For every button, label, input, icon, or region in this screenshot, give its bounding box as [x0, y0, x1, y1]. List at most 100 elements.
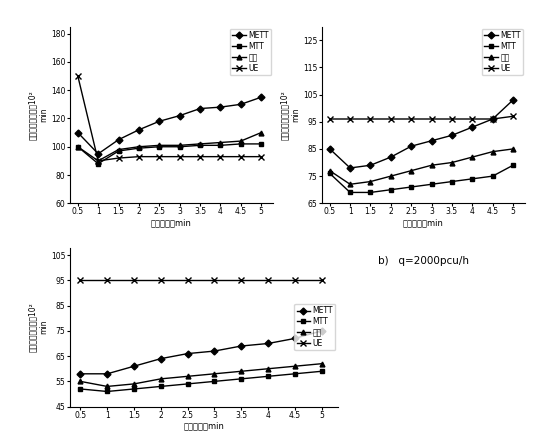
METT	[95, 151, 101, 156]
METT	[318, 328, 325, 334]
仿真	[115, 147, 122, 152]
UE	[258, 154, 264, 159]
MTT	[449, 179, 455, 184]
Legend: METT, MTT, 仿真, UE: METT, MTT, 仿真, UE	[482, 29, 523, 75]
UE	[184, 278, 191, 283]
仿真	[95, 158, 101, 164]
MTT	[211, 379, 218, 384]
仿真	[197, 141, 203, 147]
MTT	[326, 171, 333, 176]
仿真	[156, 143, 162, 148]
Line: METT: METT	[78, 328, 324, 376]
MTT	[156, 144, 162, 149]
仿真	[238, 369, 244, 374]
METT	[367, 163, 374, 168]
METT	[104, 371, 110, 377]
UE	[136, 154, 142, 159]
METT	[258, 95, 264, 100]
MTT	[265, 373, 271, 379]
Line: 仿真: 仿真	[327, 146, 516, 187]
仿真	[469, 154, 475, 160]
UE	[217, 154, 224, 159]
METT	[408, 144, 414, 149]
仿真	[258, 130, 264, 135]
MTT	[158, 384, 164, 389]
UE	[318, 278, 325, 283]
METT	[136, 127, 142, 133]
仿真	[184, 373, 191, 379]
Y-axis label: 系统总旅行时间／10²
min: 系统总旅行时间／10² min	[28, 90, 48, 140]
MTT	[184, 381, 191, 387]
仿真	[489, 149, 496, 154]
X-axis label: 信号周期／min: 信号周期／min	[403, 218, 444, 227]
METT	[131, 364, 137, 369]
UE	[428, 116, 435, 122]
Line: UE: UE	[75, 73, 264, 164]
UE	[238, 278, 244, 283]
MTT	[197, 143, 203, 148]
UE	[388, 116, 394, 122]
MTT	[510, 163, 516, 168]
Line: UE: UE	[327, 114, 516, 122]
仿真	[510, 146, 516, 152]
MTT	[77, 386, 84, 392]
仿真	[428, 163, 435, 168]
MTT	[238, 376, 244, 381]
METT	[489, 116, 496, 122]
仿真	[176, 143, 183, 148]
UE	[95, 158, 101, 164]
仿真	[237, 138, 244, 144]
MTT	[217, 143, 224, 148]
METT	[347, 165, 353, 171]
UE	[347, 116, 353, 122]
MTT	[115, 149, 122, 154]
Text: a)q=2500pcu/h: a)q=2500pcu/h	[131, 256, 212, 267]
Line: MTT: MTT	[327, 163, 516, 195]
MTT	[347, 190, 353, 195]
METT	[184, 351, 191, 356]
仿真	[211, 371, 218, 377]
METT	[211, 348, 218, 354]
Line: METT: METT	[327, 98, 516, 170]
METT	[156, 118, 162, 124]
METT	[77, 371, 84, 377]
MTT	[292, 371, 298, 377]
MTT	[176, 144, 183, 149]
仿真	[158, 376, 164, 381]
METT	[449, 133, 455, 138]
Y-axis label: 系统总旅行时间／10²
min: 系统总旅行时间／10² min	[280, 90, 300, 140]
仿真	[347, 182, 353, 187]
UE	[292, 278, 298, 283]
仿真	[217, 140, 224, 145]
仿真	[326, 168, 333, 173]
仿真	[367, 179, 374, 184]
METT	[237, 102, 244, 107]
UE	[77, 278, 84, 283]
METT	[217, 104, 224, 110]
MTT	[469, 176, 475, 182]
Line: UE: UE	[78, 278, 324, 283]
UE	[265, 278, 271, 283]
METT	[176, 113, 183, 118]
METT	[428, 138, 435, 143]
UE	[469, 116, 475, 122]
MTT	[237, 141, 244, 147]
Y-axis label: 系统总旅行时间／10²
min: 系统总旅行时间／10² min	[28, 302, 48, 352]
UE	[367, 116, 374, 122]
UE	[158, 278, 164, 283]
UE	[176, 154, 183, 159]
METT	[469, 125, 475, 130]
MTT	[136, 145, 142, 151]
Text: b)   q=2000pcu/h: b) q=2000pcu/h	[378, 256, 469, 267]
MTT	[388, 187, 394, 192]
METT	[158, 356, 164, 361]
UE	[131, 278, 137, 283]
仿真	[136, 144, 142, 149]
UE	[449, 116, 455, 122]
UE	[197, 154, 203, 159]
仿真	[265, 366, 271, 371]
METT	[388, 154, 394, 160]
仿真	[77, 379, 84, 384]
MTT	[104, 389, 110, 394]
仿真	[318, 361, 325, 366]
